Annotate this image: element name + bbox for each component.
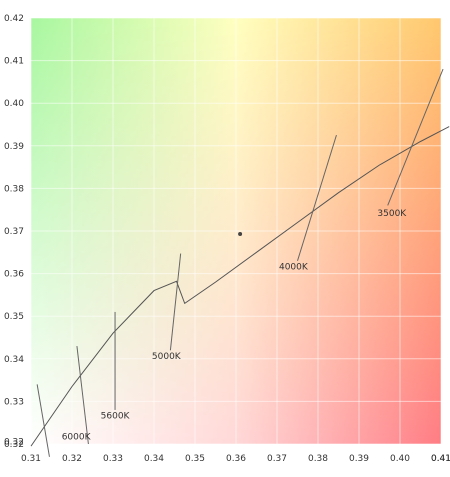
x-tick-label: 0.38 — [308, 454, 328, 464]
y-tick-label: 0.42 — [4, 14, 24, 24]
x-tick-label: 0.40 — [390, 454, 410, 464]
x-tick-label: 0.34 — [144, 454, 164, 464]
isotherm-line — [387, 68, 444, 206]
x-tick-label: 0.41 — [431, 454, 450, 464]
isotherm-line — [36, 384, 50, 457]
x-tick-label: 0.39 — [349, 454, 369, 464]
y-tick-label: 0.36 — [4, 270, 24, 280]
y-tick-label: 0.33 — [4, 397, 24, 407]
y-tick-label: 0.35 — [4, 312, 24, 322]
cct-label: 5000K — [152, 352, 182, 362]
chromaticity-point — [238, 231, 243, 236]
cct-label: 5600K — [101, 411, 131, 421]
cct-label: 3500K — [377, 209, 407, 219]
y-tick-label: 0.32 — [4, 440, 24, 450]
x-tick-label: 0.33 — [103, 454, 123, 464]
x-tick-label: 0.37 — [267, 454, 287, 464]
isotherm-line — [76, 345, 89, 445]
y-tick-label: 0.32 — [4, 438, 24, 448]
y-tick-label: 0.41 — [4, 57, 24, 67]
isotherm-line — [297, 135, 337, 261]
isotherm-line — [169, 253, 182, 351]
x-tick-label: 0.36 — [226, 454, 246, 464]
grid — [30, 17, 442, 445]
x-tick-label: 0.31 — [21, 454, 41, 464]
x-tick-label: 0.32 — [62, 454, 82, 464]
x-tick-label: 0.41 — [431, 454, 450, 464]
x-tick-label: 0.35 — [185, 454, 205, 464]
y-tick-label: 0.40 — [4, 99, 24, 109]
planckian-locus-line — [30, 126, 450, 447]
y-tick-label: 0.39 — [4, 142, 24, 152]
y-tick-label: 0.37 — [4, 227, 24, 237]
cct-label: 4000K — [279, 262, 309, 272]
y-tick-label: 0.38 — [4, 184, 24, 194]
plot-area: 6000K 5600K 5000K 4000K 3500K — [30, 68, 450, 457]
y-tick-label: 0.34 — [4, 355, 24, 365]
cct-label: 6000K — [62, 433, 92, 443]
axes: 0.31 0.32 0.33 0.34 0.35 0.36 0.37 0.38 0.39 0.40… — [4, 14, 450, 464]
